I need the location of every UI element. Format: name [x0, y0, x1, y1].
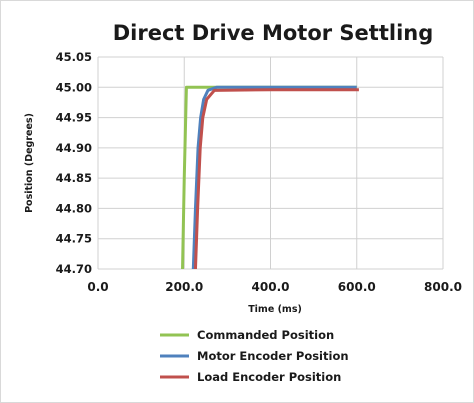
- x-tick-label: 400.0: [252, 280, 290, 294]
- x-tick-label: 0.0: [87, 280, 108, 294]
- y-tick-label: 45.00: [56, 80, 92, 94]
- y-axis-label: Position (Degrees): [24, 113, 35, 213]
- y-axis-ticks: 44.70 44.75 44.80 44.85 44.90 44.95 45.00 45.05: [56, 50, 92, 276]
- y-tick-label: 44.85: [56, 171, 92, 185]
- y-tick-label: 44.95: [56, 111, 92, 125]
- x-tick-label: 600.0: [338, 280, 376, 294]
- series-lines: [181, 85, 359, 270]
- y-tick-label: 44.90: [56, 141, 92, 155]
- series-line-3: [193, 88, 359, 270]
- y-tick-label: 44.80: [56, 201, 92, 215]
- series-line-2: [191, 85, 357, 270]
- y-tick-label: 44.75: [56, 232, 92, 246]
- legend-label: Motor Encoder Position: [197, 349, 349, 363]
- x-tick-label: 200.0: [165, 280, 203, 294]
- legend-label: Load Encoder Position: [197, 370, 341, 384]
- x-tick-label: 800.0: [424, 280, 462, 294]
- y-tick-label: 45.05: [56, 50, 92, 64]
- x-axis-label: Time (ms): [248, 304, 302, 315]
- legend: Commanded Position Motor Encoder Position…: [160, 328, 349, 384]
- chart-title: Direct Drive Motor Settling: [113, 21, 434, 45]
- y-tick-label: 44.70: [56, 262, 92, 276]
- x-axis-ticks: 0.0 200.0 400.0 600.0 800.0: [87, 280, 462, 294]
- legend-label: Commanded Position: [197, 328, 334, 342]
